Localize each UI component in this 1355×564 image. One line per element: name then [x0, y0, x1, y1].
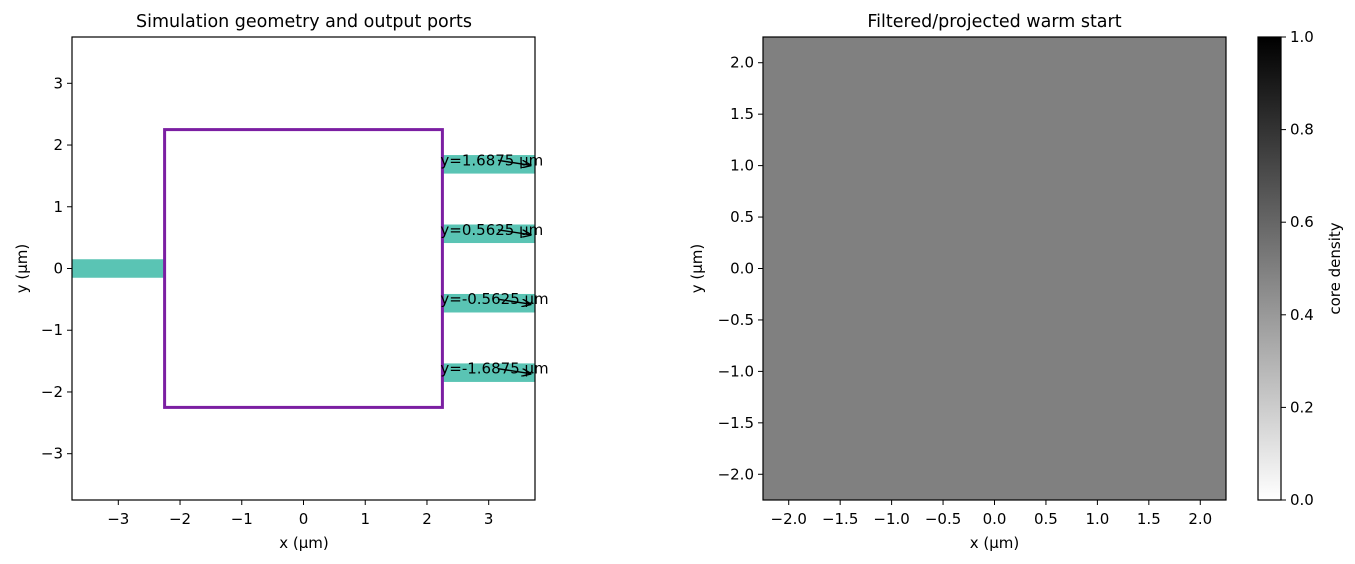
y-tick-label: −0.5 — [718, 311, 754, 329]
warm-start-y-axis-label: y (µm) — [688, 244, 706, 294]
x-tick-label: 0.0 — [983, 510, 1007, 528]
output-waveguide — [442, 363, 535, 382]
output-waveguide — [442, 224, 535, 244]
x-tick-label: −1 — [231, 510, 253, 528]
y-tick-label: −2 — [41, 383, 63, 401]
port-arrow — [497, 367, 531, 374]
output-waveguide — [442, 293, 535, 313]
y-tick-label: 2.0 — [730, 54, 754, 72]
x-tick-label: 3 — [484, 510, 494, 528]
x-tick-label: −3 — [107, 510, 129, 528]
port-label: y=1.6875 µm — [440, 151, 543, 169]
geometry-x-ticks: −3 −2 −1 0 1 2 3 — [107, 500, 493, 528]
port-label: y=0.5625 µm — [440, 221, 543, 239]
output-waveguide — [442, 155, 535, 174]
y-tick-label: 0 — [53, 260, 63, 278]
input-waveguide — [72, 259, 165, 278]
colorbar-tick-label: 0.8 — [1290, 121, 1314, 139]
warm-start-chart-title: Filtered/projected warm start — [867, 12, 1121, 32]
y-tick-label: −1.5 — [718, 414, 754, 432]
warm-start-x-axis-label: x (µm) — [970, 534, 1020, 552]
x-tick-label: 2 — [422, 510, 432, 528]
port-arrow — [497, 159, 531, 165]
geometry-y-axis-label: y (µm) — [13, 244, 31, 294]
x-tick-label: 0 — [299, 510, 309, 528]
y-tick-label: −3 — [41, 445, 63, 463]
colorbar-tick-label: 0.0 — [1290, 491, 1314, 509]
y-tick-label: 0.0 — [730, 260, 754, 278]
colorbar-tick-label: 0.2 — [1290, 398, 1314, 416]
y-tick-label: 1.0 — [730, 157, 754, 175]
density-heatmap — [762, 36, 1227, 501]
port-label: y=-0.5625 µm — [440, 290, 548, 308]
warm-start-chart: Filtered/projected warm start −2.0 −1.5 −1… — [688, 12, 1344, 552]
warm-start-y-ticks: −2.0 −1.5 −1.0 −0.5 0.0 0.5 1.0 1.5 2.0 — [718, 54, 763, 483]
x-tick-label: 1 — [360, 510, 370, 528]
x-tick-label: −2.0 — [771, 510, 807, 528]
geometry-chart: Simulation geometry and output ports y=1… — [13, 12, 549, 552]
port-arrow — [497, 298, 531, 304]
y-tick-label: 2 — [53, 136, 63, 154]
x-tick-label: 1.0 — [1085, 510, 1109, 528]
geometry-plot-area: y=1.6875 µm y=0.5625 µm y=-0.5625 µm y=-1.6… — [72, 128, 549, 409]
warm-start-x-ticks: −2.0 −1.5 −1.0 −0.5 0.0 0.5 1.0 1.5 2.0 — [771, 500, 1212, 528]
geometry-x-axis-label: x (µm) — [279, 534, 329, 552]
x-tick-label: 0.5 — [1034, 510, 1058, 528]
geometry-chart-title: Simulation geometry and output ports — [136, 12, 472, 32]
colorbar-label: core density — [1326, 222, 1344, 314]
x-tick-label: −0.5 — [925, 510, 961, 528]
colorbar-ticks: 0.0 0.2 0.4 0.6 0.8 1.0 — [1281, 28, 1314, 509]
x-tick-label: −2 — [169, 510, 191, 528]
y-tick-label: 3 — [53, 74, 63, 92]
colorbar-tick-label: 0.4 — [1290, 306, 1314, 324]
geometry-y-ticks: −3 −2 −1 0 1 2 3 — [41, 74, 72, 463]
colorbar-tick-label: 0.6 — [1290, 213, 1314, 231]
y-tick-label: −1 — [41, 321, 63, 339]
y-tick-label: 0.5 — [730, 208, 754, 226]
x-tick-label: 1.5 — [1137, 510, 1161, 528]
port-label: y=-1.6875 µm — [440, 360, 548, 378]
y-tick-label: −2.0 — [718, 465, 754, 483]
y-tick-label: 1 — [53, 198, 63, 216]
x-tick-label: −1.5 — [822, 510, 858, 528]
design-region-outline — [163, 128, 444, 409]
x-tick-label: −1.0 — [873, 510, 909, 528]
colorbar-tick-label: 1.0 — [1290, 28, 1314, 46]
y-tick-label: −1.0 — [718, 362, 754, 380]
colorbar — [1257, 36, 1282, 501]
x-tick-label: 2.0 — [1188, 510, 1212, 528]
y-tick-label: 1.5 — [730, 105, 754, 123]
port-arrow — [497, 229, 531, 235]
